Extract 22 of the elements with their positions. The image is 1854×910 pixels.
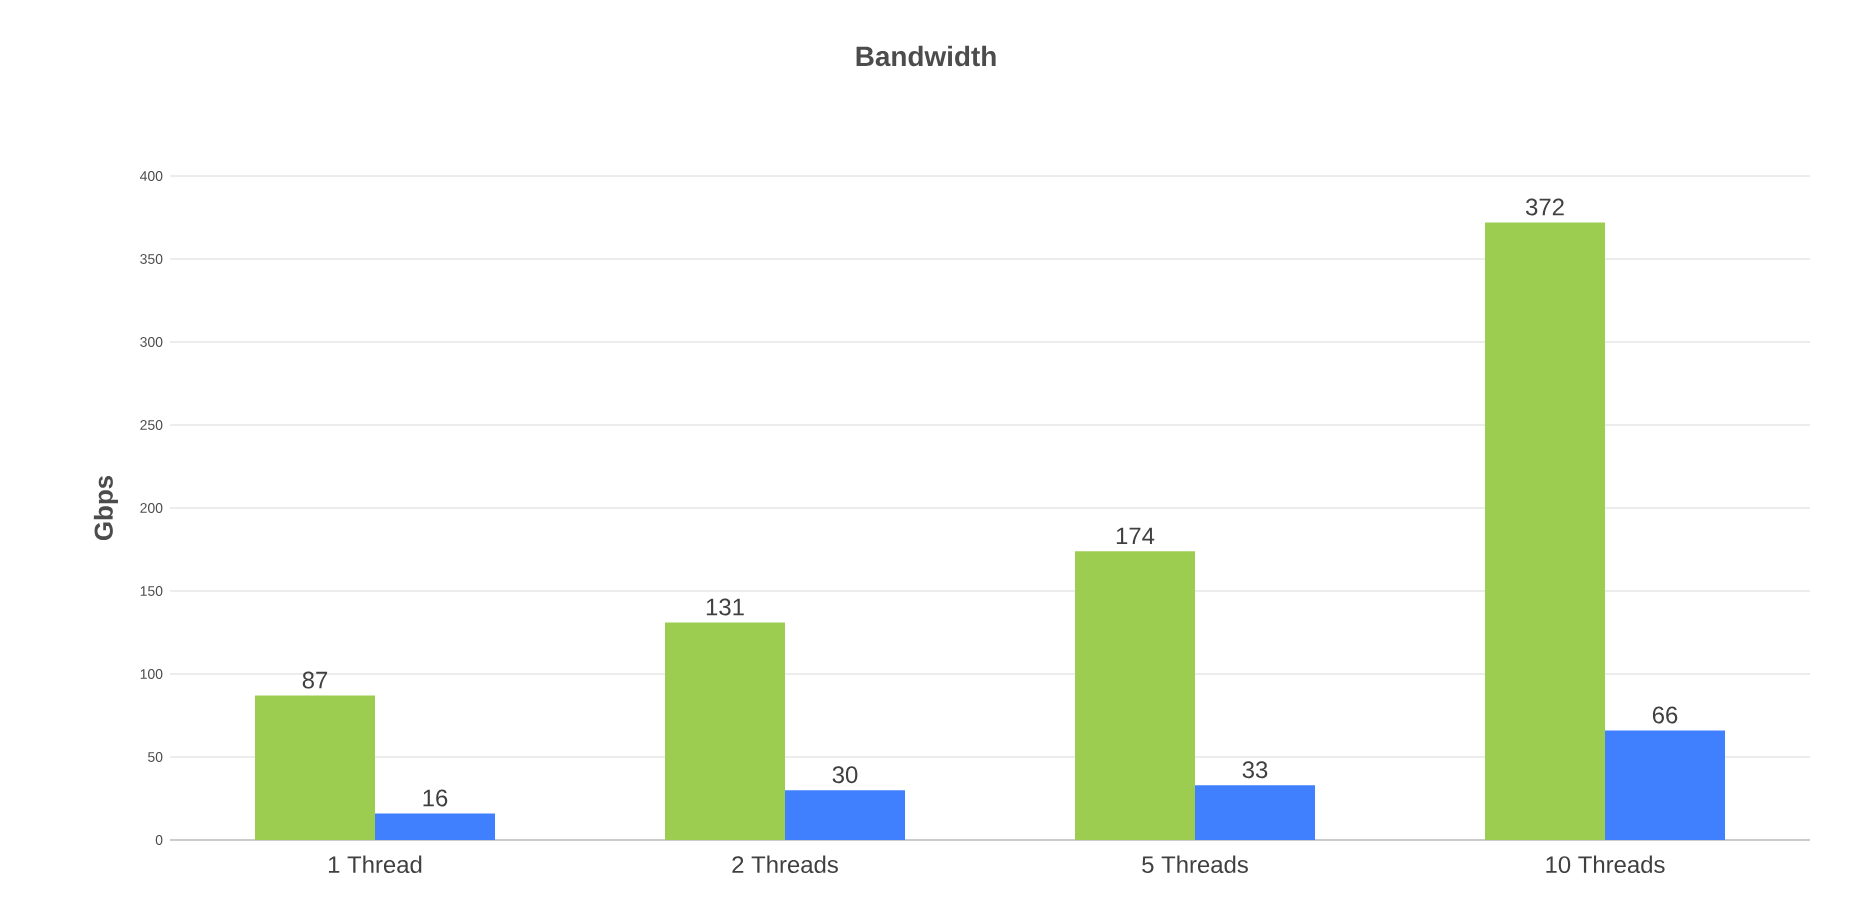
bar	[1605, 730, 1726, 840]
data-label: 131	[706, 598, 744, 616]
chart-title: Bandwidth	[856, 45, 996, 67]
bar	[665, 622, 786, 840]
data-label: 30	[832, 766, 858, 784]
data-label: 16	[423, 789, 448, 807]
bar	[1485, 222, 1606, 840]
x-tick-label: 10 Threads	[1546, 855, 1665, 874]
x-tick-label: 2 Threads	[732, 855, 838, 874]
bar	[785, 790, 906, 840]
y-axis-title: Gbps	[93, 475, 119, 541]
bar	[375, 813, 496, 840]
bar	[1195, 785, 1316, 840]
bar	[1075, 551, 1196, 840]
data-label: 33	[1242, 761, 1268, 779]
data-label: 372	[1525, 198, 1564, 216]
bar	[255, 695, 375, 840]
data-label: 87	[302, 671, 328, 689]
x-tick-label: 1 Thread	[328, 855, 422, 874]
data-label: 66	[1652, 706, 1678, 724]
data-label: 174	[1116, 527, 1155, 545]
x-tick-label: 5 Threads	[1142, 855, 1248, 874]
